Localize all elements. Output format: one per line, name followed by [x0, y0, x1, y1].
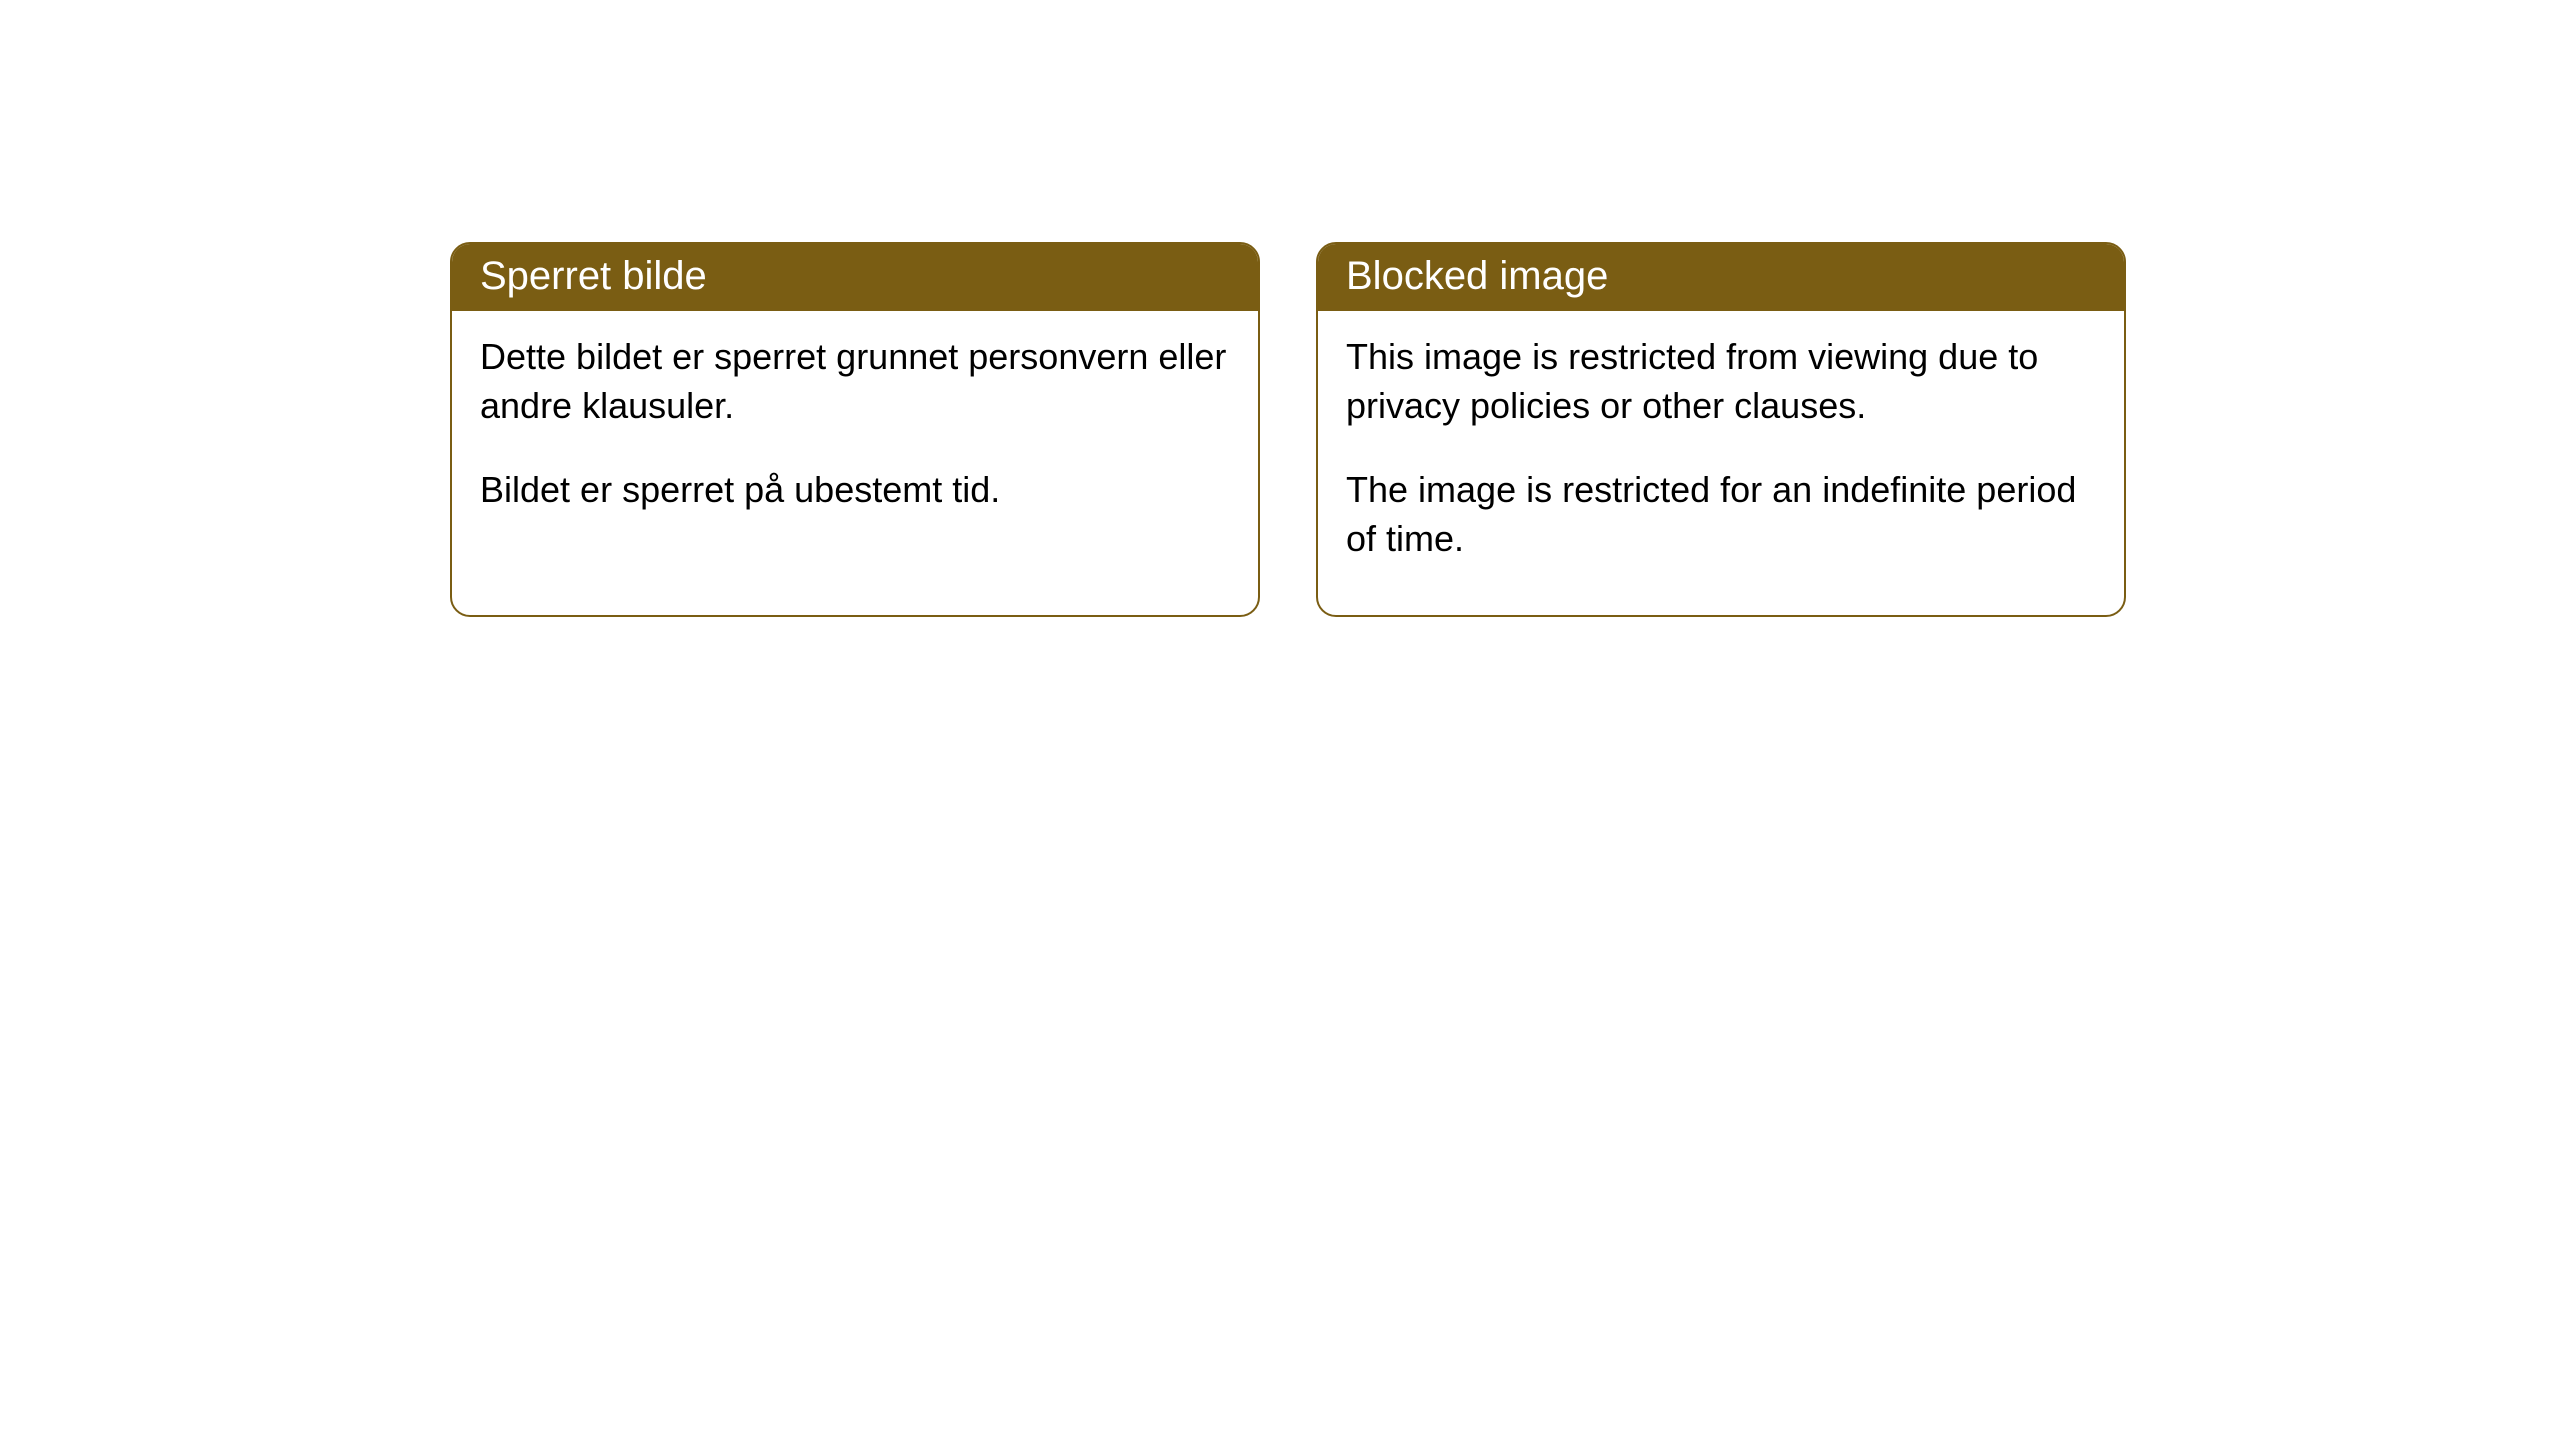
card-body-en: This image is restricted from viewing du…	[1318, 311, 2124, 615]
card-text-en-1: This image is restricted from viewing du…	[1346, 333, 2096, 430]
card-header-no: Sperret bilde	[452, 244, 1258, 311]
card-body-no: Dette bildet er sperret grunnet personve…	[452, 311, 1258, 567]
card-text-no-1: Dette bildet er sperret grunnet personve…	[480, 333, 1230, 430]
blocked-image-card-no: Sperret bilde Dette bildet er sperret gr…	[450, 242, 1260, 617]
blocked-image-card-en: Blocked image This image is restricted f…	[1316, 242, 2126, 617]
card-header-en: Blocked image	[1318, 244, 2124, 311]
notice-cards-container: Sperret bilde Dette bildet er sperret gr…	[0, 0, 2560, 617]
card-text-en-2: The image is restricted for an indefinit…	[1346, 466, 2096, 563]
card-text-no-2: Bildet er sperret på ubestemt tid.	[480, 466, 1230, 515]
